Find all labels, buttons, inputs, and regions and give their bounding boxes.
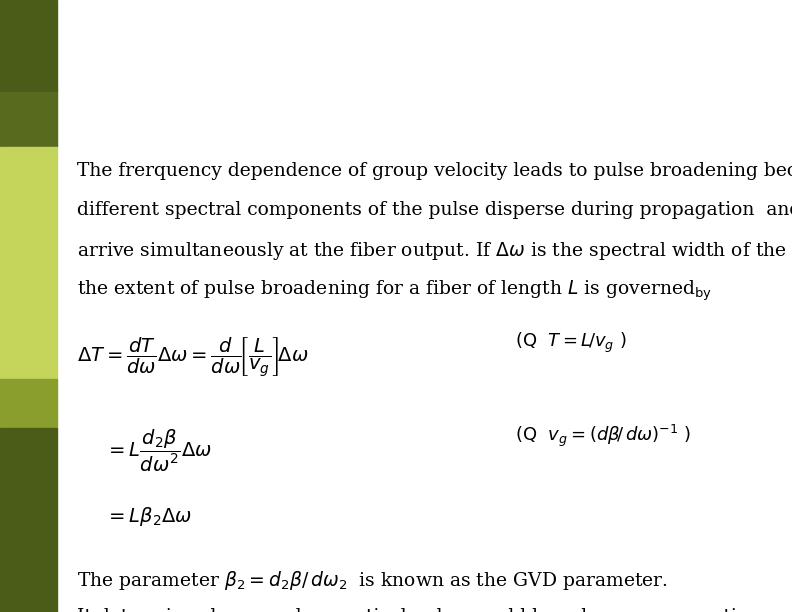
Text: The parameter $\beta_2 = d_2\beta/\,d\omega_2$  is known as the GVD parameter.: The parameter $\beta_2 = d_2\beta/\,d\om… — [77, 569, 668, 592]
Text: $( \mathrm{Q}\ \ T = L\!/v_g\ )$: $( \mathrm{Q}\ \ T = L\!/v_g\ )$ — [516, 331, 627, 356]
Text: It determines how much an optical pulse would broaden on propagation: It determines how much an optical pulse … — [77, 608, 760, 612]
Text: $( \mathrm{Q}\ \ v_g = \left( d\beta\!/\,d\omega \right)^{-1}\ )$: $( \mathrm{Q}\ \ v_g = \left( d\beta\!/\… — [516, 423, 691, 449]
Text: arrive simultaneously at the fiber output. If $\Delta\omega$ is the spectral wid: arrive simultaneously at the fiber outpu… — [77, 240, 792, 262]
Text: $= L\beta_2\Delta\omega$: $= L\beta_2\Delta\omega$ — [105, 505, 192, 528]
Text: different spectral components of the pulse disperse during propagation  and don': different spectral components of the pul… — [77, 201, 792, 218]
Text: the extent of pulse broadening for a fiber of length $L$ is governed$_{\mathrm{b: the extent of pulse broadening for a fib… — [77, 278, 712, 303]
Text: The frerquency dependence of group velocity leads to pulse broadening because: The frerquency dependence of group veloc… — [77, 162, 792, 180]
Text: $\Delta T = \dfrac{dT}{d\omega}\Delta\omega = \dfrac{d}{d\omega}\!\left[\dfrac{L: $\Delta T = \dfrac{dT}{d\omega}\Delta\om… — [77, 336, 309, 379]
Text: $= L\dfrac{d_2\beta}{d\omega^2}\Delta\omega$: $= L\dfrac{d_2\beta}{d\omega^2}\Delta\om… — [105, 427, 212, 474]
